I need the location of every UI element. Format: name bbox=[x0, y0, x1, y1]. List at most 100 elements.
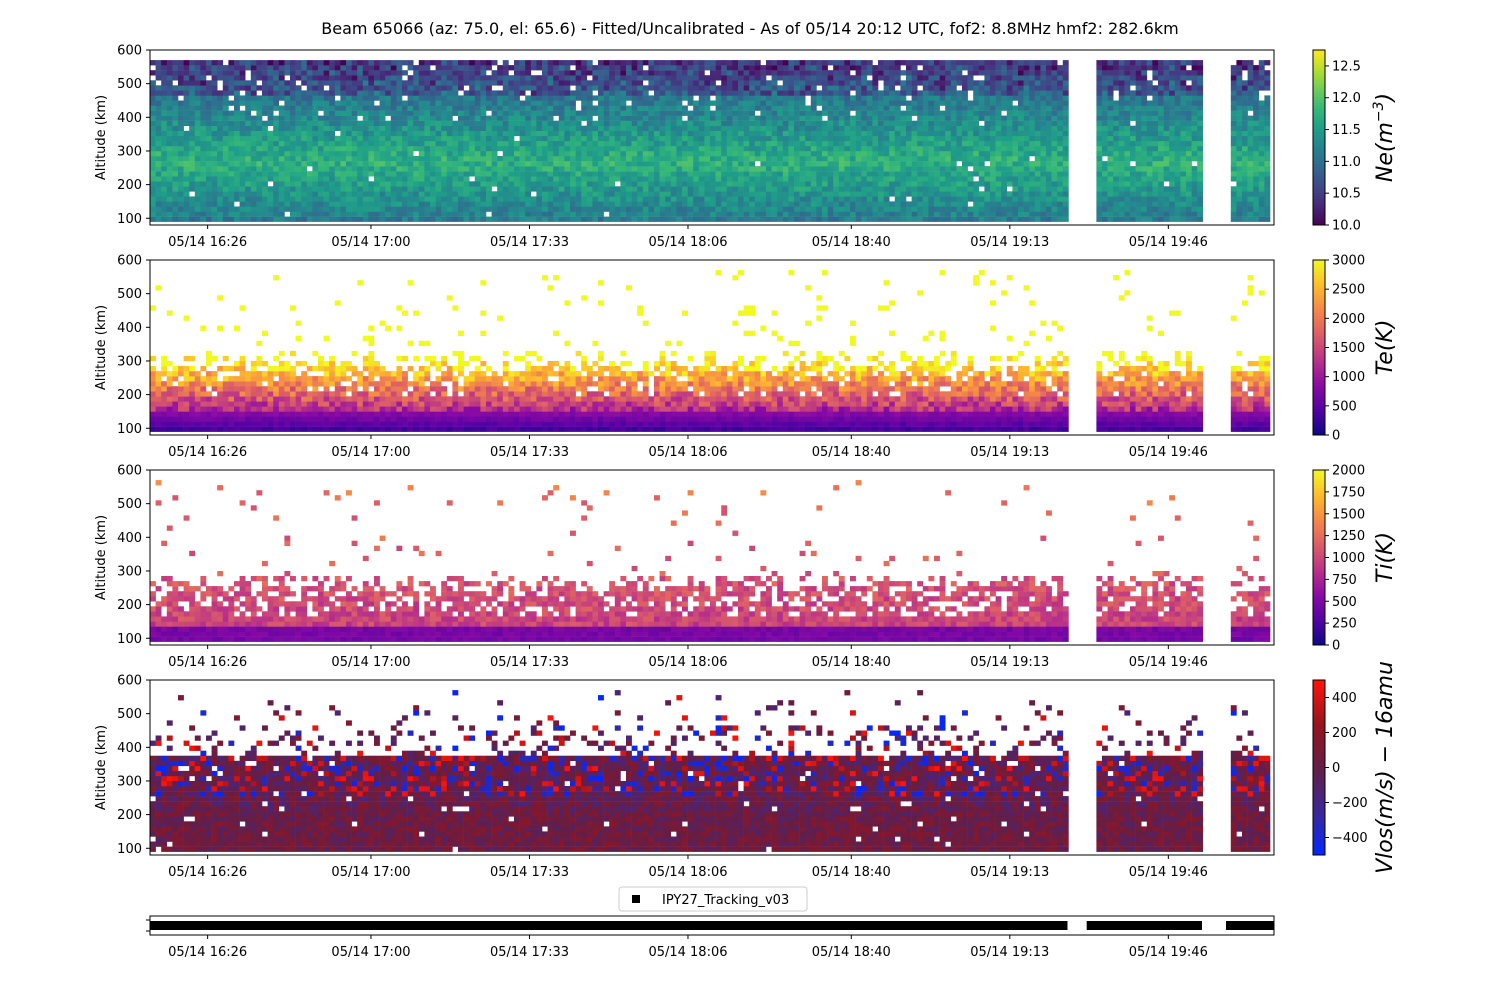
heatmap-cell bbox=[956, 125, 963, 131]
heatmap-cell bbox=[687, 90, 694, 96]
heatmap-cell bbox=[166, 151, 173, 157]
heatmap-cell bbox=[200, 186, 207, 192]
heatmap-cell bbox=[693, 206, 700, 212]
heatmap-cell bbox=[340, 186, 347, 192]
heatmap-cell bbox=[262, 151, 268, 157]
heatmap-cell bbox=[788, 130, 795, 137]
heatmap-cell bbox=[855, 216, 862, 222]
heatmap-cell bbox=[256, 151, 263, 157]
heatmap-cell bbox=[424, 65, 431, 71]
heatmap-cell bbox=[715, 196, 722, 202]
heatmap-cell bbox=[508, 145, 515, 152]
heatmap-cell bbox=[446, 201, 453, 207]
heatmap-cell bbox=[648, 176, 655, 182]
heatmap-cell bbox=[822, 80, 828, 86]
heatmap-cell bbox=[670, 115, 677, 121]
heatmap-cell bbox=[665, 206, 672, 212]
heatmap-cell bbox=[334, 211, 341, 217]
heatmap-cell bbox=[211, 201, 218, 207]
heatmap-cell bbox=[626, 60, 632, 66]
heatmap-cell bbox=[810, 176, 817, 182]
heatmap-cell bbox=[340, 201, 347, 207]
heatmap-cell bbox=[990, 110, 996, 116]
heatmap-cell bbox=[558, 186, 565, 192]
heatmap-cell bbox=[984, 206, 991, 212]
heatmap-cell bbox=[682, 206, 688, 212]
heatmap-cell bbox=[810, 80, 817, 86]
heatmap-cell bbox=[452, 156, 459, 162]
heatmap-cell bbox=[777, 135, 784, 142]
heatmap-cell bbox=[704, 145, 711, 152]
heatmap-cell bbox=[861, 85, 868, 91]
heatmap-cell bbox=[256, 115, 263, 121]
heatmap-cell bbox=[592, 110, 599, 116]
heatmap-cell bbox=[956, 196, 963, 202]
heatmap-cell bbox=[323, 60, 330, 66]
heatmap-cell bbox=[262, 140, 268, 147]
heatmap-cell bbox=[726, 60, 733, 66]
heatmap-cell bbox=[956, 100, 963, 106]
heatmap-cell bbox=[1034, 156, 1041, 162]
heatmap-cell bbox=[827, 140, 834, 147]
heatmap-cell bbox=[189, 140, 196, 147]
heatmap-cell bbox=[206, 176, 212, 182]
heatmap-cell bbox=[273, 196, 280, 202]
heatmap-cell bbox=[995, 140, 1002, 147]
heatmap-cell bbox=[766, 151, 772, 157]
heatmap-cell bbox=[150, 115, 156, 121]
heatmap-cell bbox=[502, 211, 509, 217]
heatmap-cell bbox=[642, 171, 649, 177]
heatmap-cell bbox=[340, 115, 347, 121]
heatmap-cell bbox=[592, 176, 599, 182]
heatmap-cell bbox=[805, 115, 812, 121]
heatmap-cell bbox=[206, 166, 212, 172]
heatmap-cell bbox=[402, 140, 408, 147]
heatmap-cell bbox=[967, 60, 974, 66]
heatmap-cell bbox=[480, 201, 487, 207]
heatmap-cell bbox=[872, 140, 879, 147]
heatmap-cell bbox=[357, 80, 364, 86]
heatmap-cell bbox=[794, 135, 800, 142]
heatmap-cell bbox=[754, 125, 761, 131]
heatmap-cell bbox=[878, 130, 884, 137]
heatmap-cell bbox=[687, 206, 694, 212]
heatmap-cell bbox=[502, 216, 509, 222]
heatmap-cell bbox=[407, 105, 414, 111]
heatmap-cell bbox=[995, 211, 1002, 217]
heatmap-cell bbox=[407, 65, 414, 71]
heatmap-cell bbox=[519, 70, 526, 76]
heatmap-cell bbox=[794, 191, 800, 197]
heatmap-cell bbox=[334, 120, 341, 126]
heatmap-cell bbox=[805, 166, 812, 172]
heatmap-cell bbox=[318, 191, 324, 197]
heatmap-cell bbox=[402, 151, 408, 157]
heatmap-cell bbox=[368, 135, 375, 142]
heatmap-cell bbox=[323, 216, 330, 222]
heatmap-cell bbox=[967, 151, 974, 157]
heatmap-cell bbox=[525, 95, 532, 101]
heatmap-cell bbox=[833, 140, 840, 147]
heatmap-cell bbox=[155, 135, 162, 142]
heatmap-cell bbox=[469, 156, 476, 162]
heatmap-cell bbox=[626, 95, 632, 101]
heatmap-cell bbox=[788, 206, 795, 212]
heatmap-cell bbox=[626, 85, 632, 91]
heatmap-cell bbox=[553, 156, 560, 162]
heatmap-cell bbox=[357, 90, 364, 96]
heatmap-cell bbox=[463, 181, 470, 187]
heatmap-cell bbox=[547, 161, 554, 167]
heatmap-cell bbox=[609, 211, 616, 217]
heatmap-cell bbox=[1040, 105, 1047, 111]
heatmap-cell bbox=[990, 201, 996, 207]
heatmap-cell bbox=[950, 186, 957, 192]
heatmap-cell bbox=[474, 140, 481, 147]
heatmap-cell bbox=[318, 75, 324, 81]
heatmap-cell bbox=[284, 60, 291, 66]
heatmap-cell bbox=[390, 206, 397, 212]
heatmap-cell bbox=[155, 145, 162, 152]
heatmap-cell bbox=[956, 115, 963, 121]
heatmap-cell bbox=[301, 201, 308, 207]
heatmap-cell bbox=[586, 125, 593, 131]
heatmap-cell bbox=[1040, 211, 1047, 217]
heatmap-cell bbox=[726, 151, 733, 157]
